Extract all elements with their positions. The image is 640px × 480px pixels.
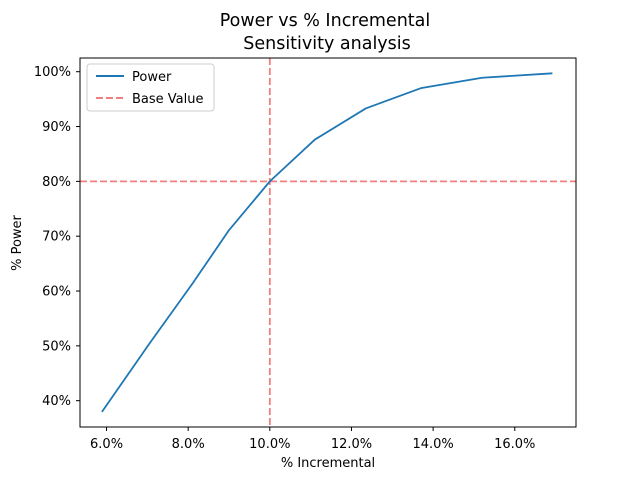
- x-tick-label: 14.0%: [412, 437, 453, 452]
- series-layer: [101, 72, 553, 413]
- y-axis-ticks: 40% 50% 60% 70% 80% 90% 100%: [34, 65, 80, 409]
- chart-title: Power vs % Incremental: [220, 11, 431, 31]
- y-tick-label: 80%: [42, 175, 71, 190]
- plot-frame: [79, 57, 577, 428]
- legend: Power Base Value: [86, 63, 215, 112]
- x-tick-label: 12.0%: [331, 437, 372, 452]
- x-tick-label: 10.0%: [249, 437, 290, 452]
- y-tick-label: 70%: [42, 230, 71, 245]
- x-tick-label: 6.0%: [90, 437, 123, 452]
- x-axis-label: % Incremental: [281, 456, 375, 471]
- y-tick-label: 60%: [42, 285, 71, 300]
- x-tick-label: 8.0%: [172, 437, 205, 452]
- y-tick-label: 90%: [42, 120, 71, 135]
- y-tick-label: 40%: [42, 394, 71, 409]
- x-tick-label: 16.0%: [494, 437, 535, 452]
- legend-label-power: Power: [132, 70, 172, 85]
- y-axis-label: % Power: [10, 214, 25, 270]
- y-tick-label: 50%: [42, 339, 71, 354]
- reference-lines: [80, 58, 576, 427]
- series-line-power: [101, 72, 553, 413]
- legend-label-base-value: Base Value: [132, 92, 204, 107]
- chart-subtitle: Sensitivity analysis: [243, 34, 411, 54]
- x-axis-ticks: 6.0% 8.0% 10.0% 12.0% 14.0% 16.0%: [90, 427, 535, 452]
- y-tick-label: 100%: [34, 65, 71, 80]
